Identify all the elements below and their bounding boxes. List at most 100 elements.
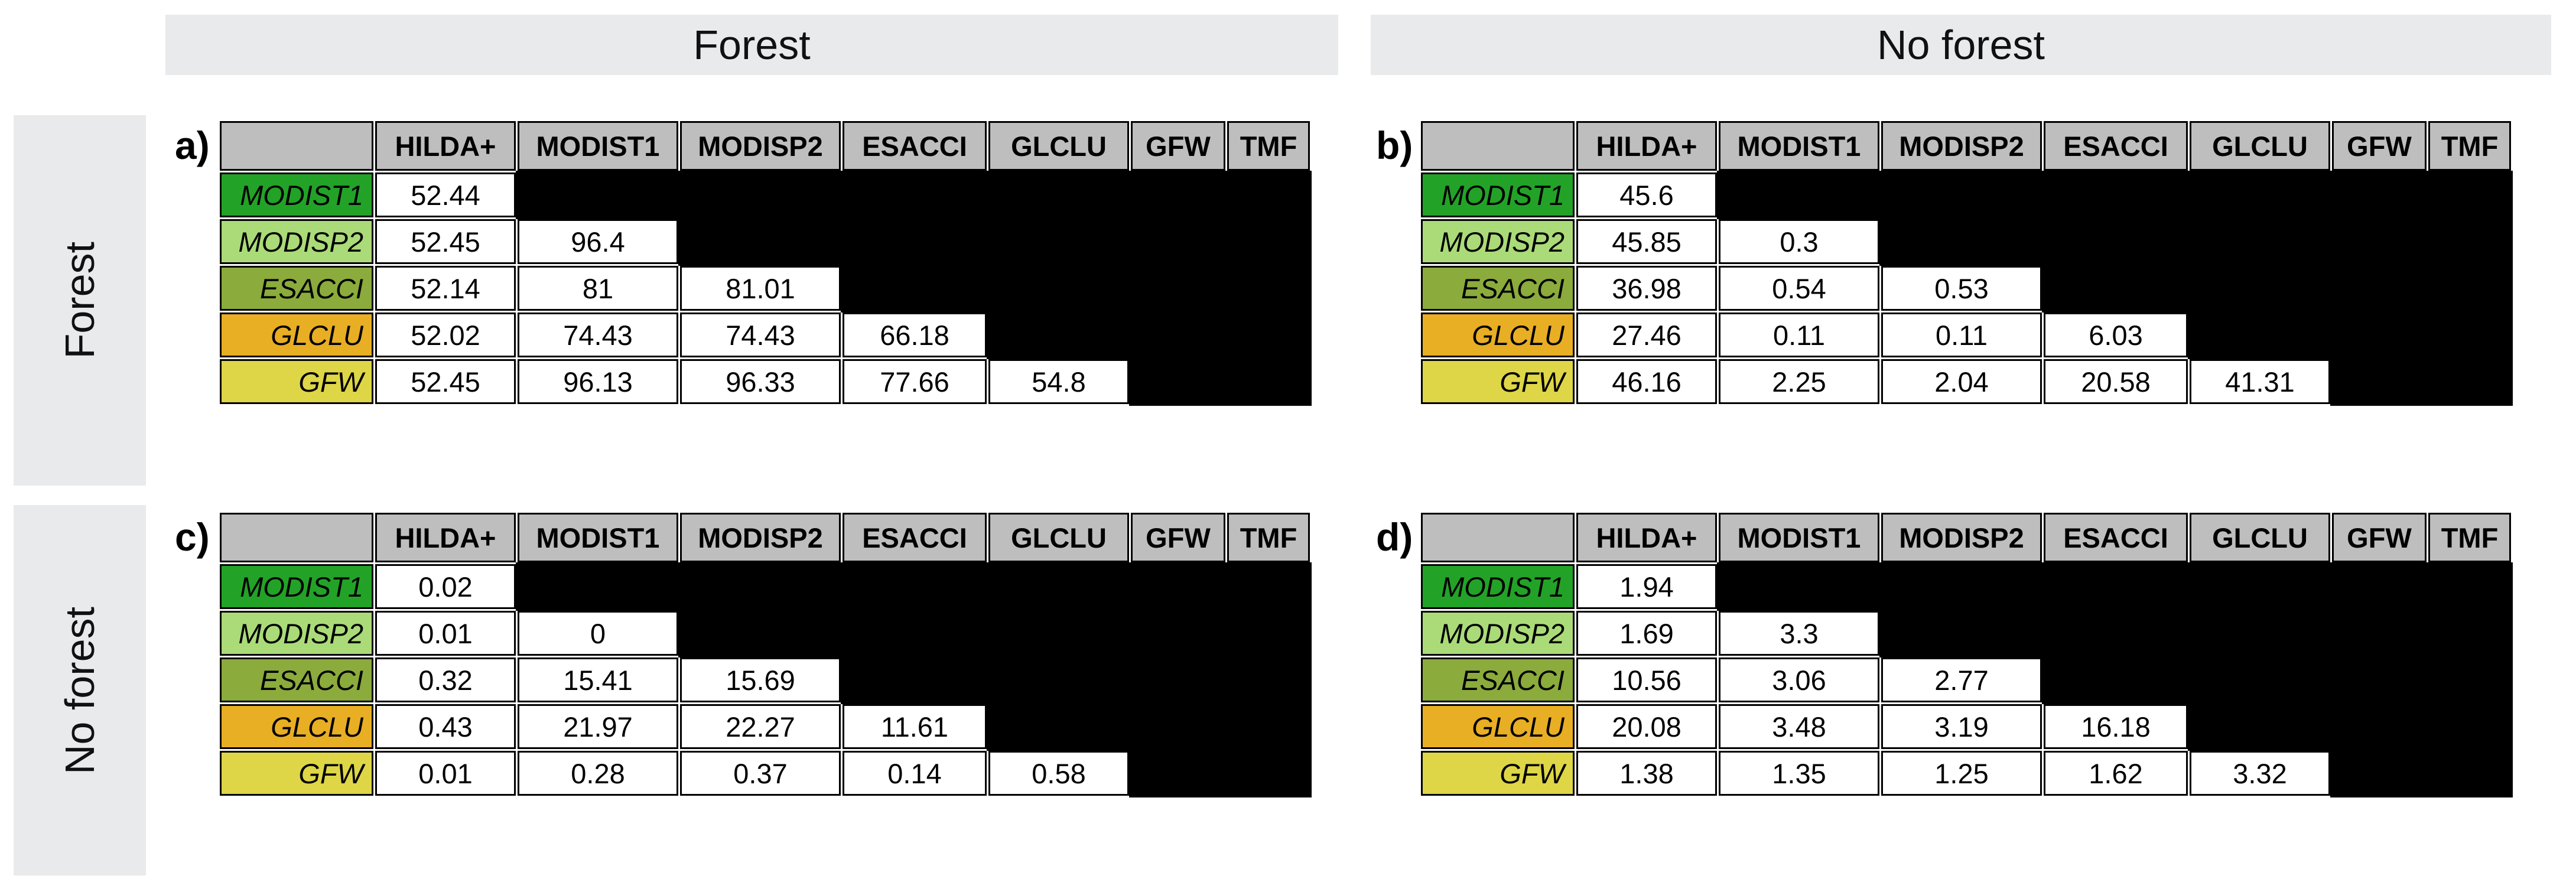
row-header-cell: MODISP2 [220,611,373,656]
value-cell: 52.14 [375,266,516,311]
masked-cell [841,171,988,219]
value-cell: 52.45 [375,359,516,404]
masked-cell [2188,562,2332,611]
masked-cell [2427,656,2513,704]
masked-cell [1129,264,1227,312]
value-cell: 0.01 [375,751,516,796]
value-cell: 1.94 [1576,564,1717,609]
value-cell: 66.18 [843,312,987,357]
value-cell: 41.31 [2190,359,2330,404]
masked-cell [516,171,680,219]
row-header-cell: MODIST1 [220,172,373,217]
row-header-cell: MODISP2 [220,219,373,264]
masked-cell [987,171,1131,219]
masked-cell [1717,562,1881,611]
masked-cell [2042,609,2190,657]
masked-cell [2427,562,2513,611]
corner-header-cell [220,121,373,171]
col-header-cell: HILDA+ [375,513,516,562]
col-header-cell: GLCLU [2190,121,2330,171]
masked-cell [2188,702,2332,751]
value-cell: 22.27 [680,704,841,749]
masked-cell [1225,264,1312,312]
value-cell: 52.44 [375,172,516,217]
value-cell: 15.69 [680,657,841,702]
value-cell: 0.02 [375,564,516,609]
masked-cell [2427,609,2513,657]
masked-cell [1129,217,1227,266]
masked-cell [841,656,988,704]
masked-cell [2330,656,2428,704]
row-header-cell: GFW [220,751,373,796]
col-header-cell: MODISP2 [1881,121,2042,171]
value-cell: 2.77 [1881,657,2042,702]
value-cell: 96.13 [518,359,678,404]
col-header-cell: HILDA+ [1576,513,1717,562]
col-header-cell: GLCLU [988,121,1129,171]
row-header-cell: MODISP2 [1421,219,1575,264]
row-header-cell: ESACCI [1421,657,1575,702]
col-header-cell: TMF [2428,121,2511,171]
row-header-cell: GLCLU [1421,312,1575,357]
value-cell: 15.41 [518,657,678,702]
col-header-cell: GLCLU [988,513,1129,562]
masked-cell [2330,562,2428,611]
value-cell: 27.46 [1576,312,1717,357]
col-header-cell: GFW [2332,121,2427,171]
masked-cell [678,609,843,657]
value-cell: 96.4 [518,219,678,264]
value-cell: 11.61 [843,704,987,749]
value-cell: 1.69 [1576,611,1717,656]
masked-cell [2188,609,2332,657]
value-cell: 54.8 [988,359,1129,404]
masked-cell [2042,217,2190,266]
value-cell: 6.03 [2044,312,2188,357]
masked-cell [1225,609,1312,657]
value-cell: 1.35 [1719,751,1879,796]
value-cell: 0.11 [1881,312,2042,357]
masked-cell [2330,702,2428,751]
masked-cell [1225,656,1312,704]
value-cell: 2.25 [1719,359,1879,404]
value-cell: 36.98 [1576,266,1717,311]
col-header-cell: ESACCI [2044,513,2188,562]
col-header-cell: MODISP2 [680,513,841,562]
masked-cell [678,217,843,266]
masked-cell [2188,656,2332,704]
row-header-cell: GFW [1421,359,1575,404]
masked-cell [987,264,1131,312]
masked-cell [1225,562,1312,611]
masked-cell [2330,311,2428,359]
masked-cell [1129,749,1227,797]
agreement-table-c: HILDA+ MODIST1 MODISP2 ESACCI GLCLU GFW TMF MOD… [220,513,1312,797]
panel-label-d: d) [1376,515,1413,559]
value-cell: 3.19 [1881,704,2042,749]
masked-cell [2042,171,2190,219]
value-cell: 0.58 [988,751,1129,796]
agreement-table-a: HILDA+ MODIST1 MODISP2 ESACCI GLCLU GFW TMF MOD… [220,121,1312,406]
masked-cell [2427,171,2513,219]
col-header-cell: TMF [1227,513,1310,562]
value-cell: 0.3 [1719,219,1879,264]
masked-cell [2427,702,2513,751]
col-header-cell: MODISP2 [680,121,841,171]
masked-cell [1879,171,2044,219]
masked-cell [987,609,1131,657]
col-header-cell: GFW [1131,513,1225,562]
value-cell: 81.01 [680,266,841,311]
masked-cell [987,702,1131,751]
col-header-cell: ESACCI [843,513,987,562]
row-header-cell: MODIST1 [1421,172,1575,217]
masked-cell [987,562,1131,611]
masked-cell [1129,171,1227,219]
corner-header-cell [1421,513,1575,562]
col-header-cell: HILDA+ [1576,121,1717,171]
masked-cell [987,656,1131,704]
masked-cell [1225,171,1312,219]
masked-cell [987,217,1131,266]
value-cell: 45.85 [1576,219,1717,264]
value-cell: 0 [518,611,678,656]
masked-cell [2042,562,2190,611]
row-group-label-no-forest: No forest [14,505,146,875]
